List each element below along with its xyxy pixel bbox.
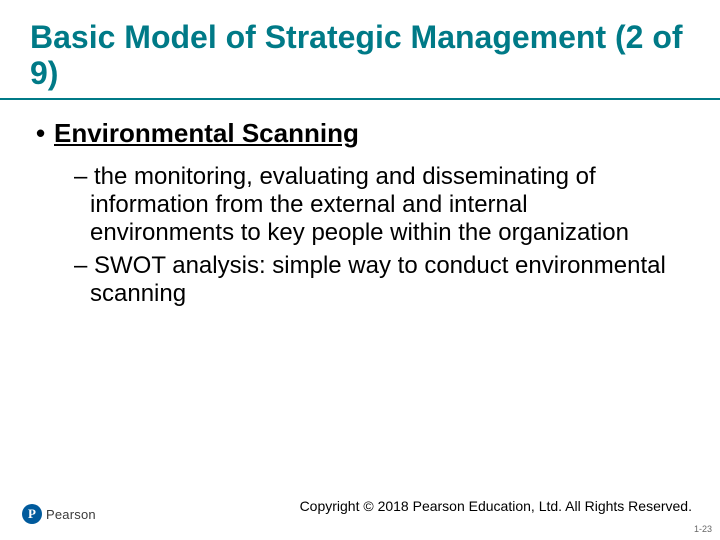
slide-footer: P Pearson Copyright © 2018 Pearson Educa… [0, 492, 720, 540]
logo-letter: P [28, 506, 36, 522]
slide: Basic Model of Strategic Management (2 o… [0, 0, 720, 540]
bullet-text: Environmental Scanning [54, 118, 359, 148]
slide-title: Basic Model of Strategic Management (2 o… [30, 20, 690, 92]
pearson-logo-icon: P [22, 504, 42, 524]
sub-bullet-item: – SWOT analysis: simple way to conduct e… [74, 252, 676, 309]
logo-brand-text: Pearson [46, 507, 96, 522]
brand-logo: P Pearson [22, 504, 96, 524]
bullet-marker: • [36, 118, 54, 149]
page-number: 1-23 [694, 524, 712, 534]
bullet-level-1: •Environmental Scanning [36, 118, 690, 149]
title-divider [0, 98, 720, 100]
sub-bullet-group: – the monitoring, evaluating and dissemi… [74, 163, 676, 309]
sub-bullet-item: – the monitoring, evaluating and dissemi… [74, 163, 676, 248]
copyright-text: Copyright © 2018 Pearson Education, Ltd.… [300, 498, 692, 514]
